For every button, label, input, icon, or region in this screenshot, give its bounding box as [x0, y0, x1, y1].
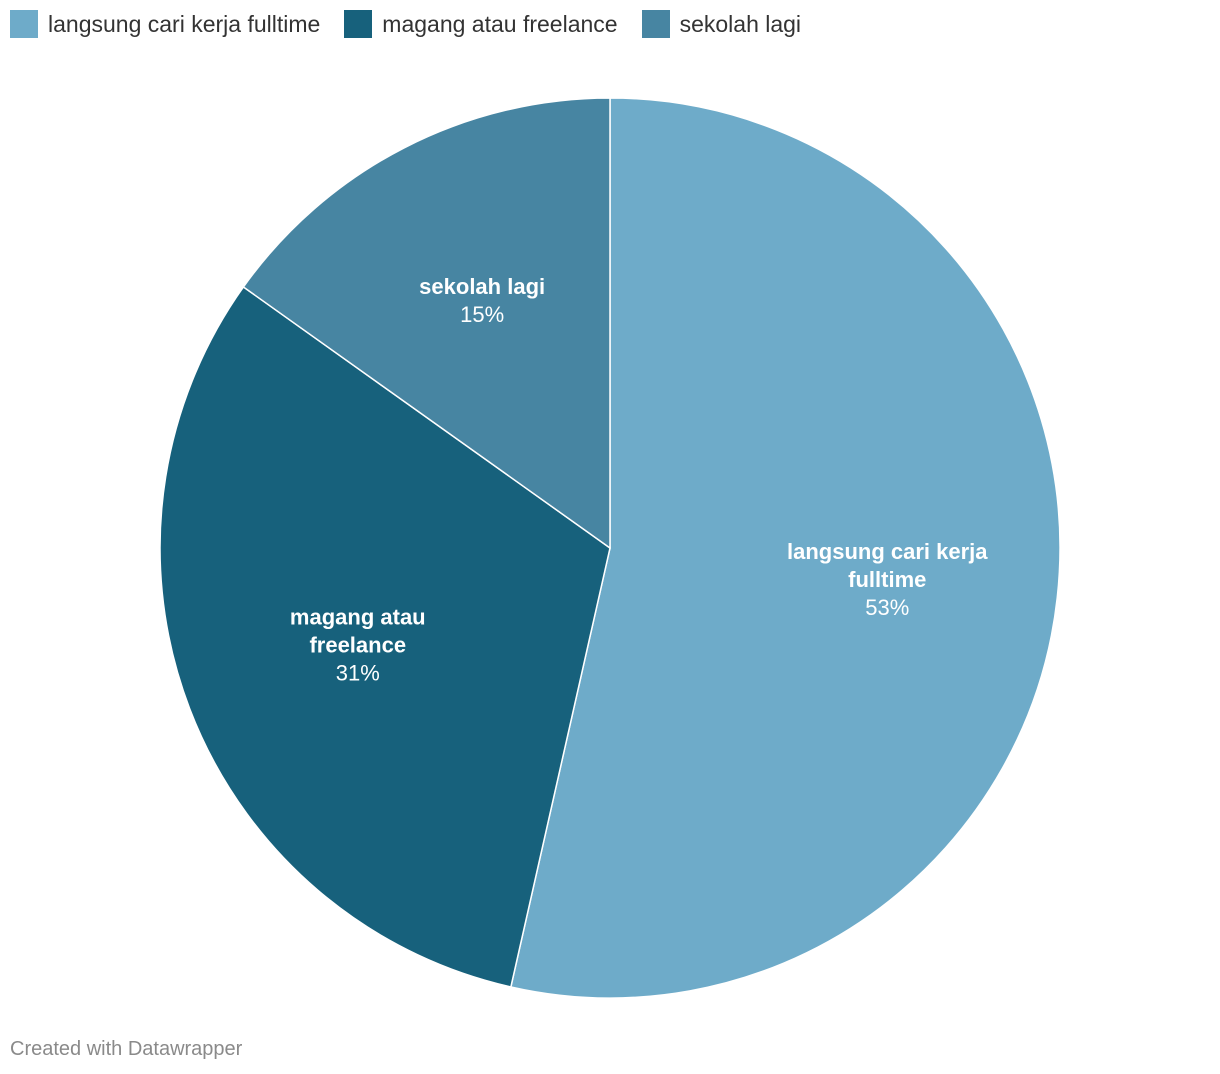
pie-labels: langsung cari kerja fulltime 53% magang ata…: [290, 274, 988, 685]
legend: langsung cari kerja fulltime magang atau…: [10, 10, 825, 38]
legend-item-sekolah: sekolah lagi: [641, 10, 802, 38]
legend-label-sekolah: sekolah lagi: [679, 10, 802, 37]
pie-slice-sekolah: [242, 97, 611, 550]
pie-value-fulltime: 53%: [865, 595, 909, 620]
legend-swatch-magang: [344, 10, 373, 38]
legend-swatch-sekolah: [641, 10, 670, 38]
pie-value-magang: 31%: [336, 660, 380, 685]
pie-slices: [159, 97, 1061, 999]
legend-item-fulltime: langsung cari kerja fulltime: [10, 10, 320, 38]
legend-item-magang: magang atau freelance: [344, 10, 618, 38]
pie-slice-fulltime: [509, 97, 1061, 999]
pie-label-magang-line-1: magang atau: [290, 604, 426, 629]
pie-value-sekolah: 15%: [460, 302, 504, 327]
legend-label-fulltime: langsung cari kerja fulltime: [48, 10, 321, 37]
pie-label-fulltime-line-2: fulltime: [848, 567, 926, 592]
footer-credit: Created with Datawrapper: [10, 1038, 243, 1060]
pie-slice-magang: [159, 285, 611, 988]
legend-label-magang: magang atau freelance: [382, 10, 618, 37]
pie-label-fulltime-line-1: langsung cari kerja: [787, 539, 988, 564]
pie-label-sekolah-line-1: sekolah lagi: [419, 274, 545, 299]
legend-swatch-fulltime: [10, 10, 38, 38]
pie-label-magang-line-2: freelance: [309, 632, 406, 657]
